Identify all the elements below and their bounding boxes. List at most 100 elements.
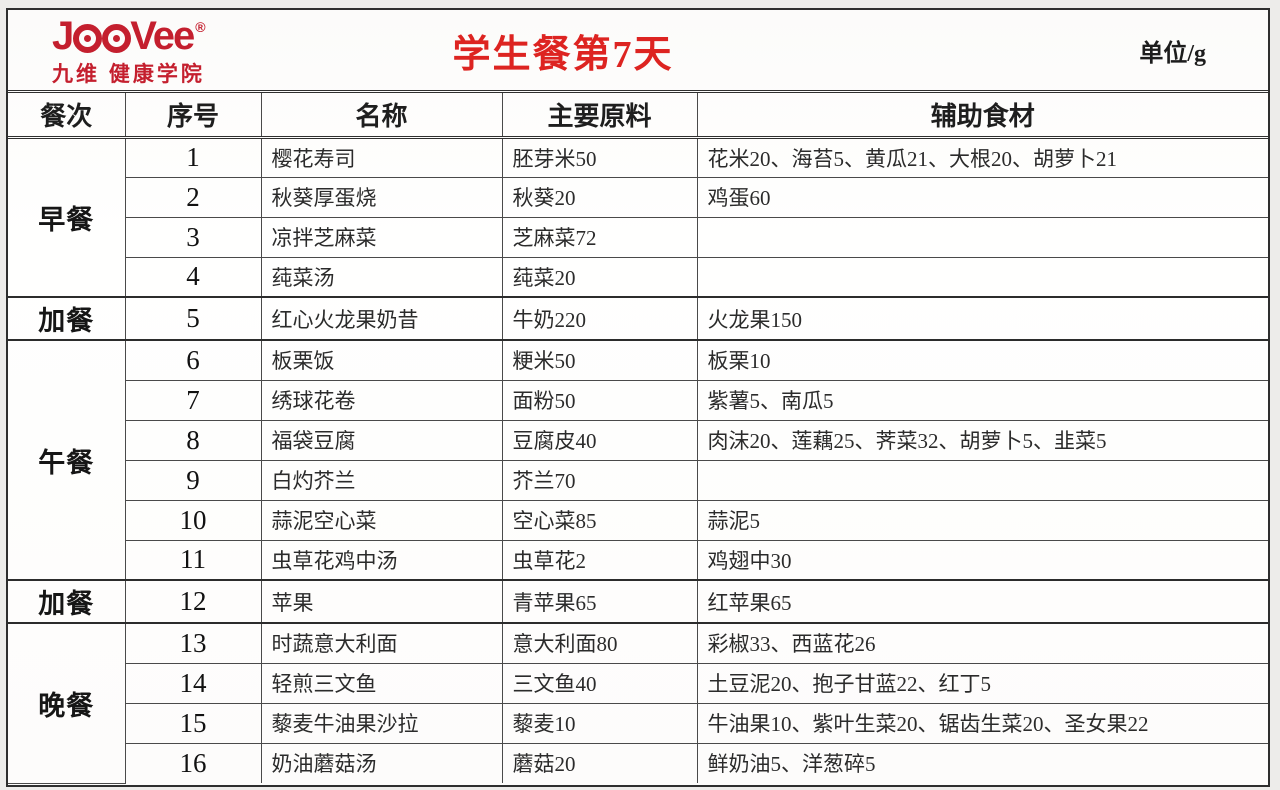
table-row: 早餐 1 樱花寿司 胚芽米50 花米20、海苔5、黄瓜21、大根20、胡萝卜21 [8,136,1268,298]
cell-main: 青苹果65 [501,579,698,624]
cell-name: 时蔬意大利面 [260,622,503,664]
cell-main: 蘑菇20 [501,742,698,783]
table-row: 14 轻煎三文鱼 三文鱼40 土豆泥20、抱子甘蓝22、红丁5 [8,662,1268,704]
cell-aux: 火龙果150 [696,296,1268,341]
cell-aux [696,216,1268,258]
cell-name: 板栗饭 [260,339,503,381]
cell-no: 14 [125,662,262,704]
cell-main: 虫草花2 [501,539,698,581]
meal-label: 早餐 [8,136,126,298]
col-header-meal: 餐次 [8,93,126,139]
cell-aux: 彩椒33、西蓝花26 [696,622,1268,664]
cell-aux: 紫薯5、南瓜5 [696,379,1268,421]
page-title: 学生餐第7天 [452,33,674,76]
cell-main: 芥兰70 [501,459,698,501]
table-row: 7 绣球花卷 面粉50 紫薯5、南瓜5 [8,379,1268,421]
cell-no: 15 [125,702,262,744]
table-row: 15 藜麦牛油果沙拉 藜麦10 牛油果10、紫叶生菜20、锯齿生菜20、圣女果2… [8,702,1268,744]
cell-main: 藜麦10 [501,702,698,744]
cell-aux [696,459,1268,501]
cell-name: 藜麦牛油果沙拉 [260,702,503,744]
cell-name: 奶油蘑菇汤 [260,742,503,783]
cell-no: 2 [125,176,262,218]
col-header-aux: 辅助食材 [696,93,1268,139]
meal-label: 午餐 [8,339,126,581]
logo-o-icon [73,23,103,53]
menu-table: 餐次 序号 名称 主要原料 辅助食材 早餐 1 樱花寿司 胚芽米50 花米20、… [8,93,1268,784]
cell-main: 芝麻菜72 [501,216,698,258]
col-header-main: 主要原料 [501,93,698,139]
cell-main: 豆腐皮40 [501,419,698,461]
title-band: J Vee ® 九维 健康学院 学生餐第7天 单位/g [8,10,1268,93]
cell-no: 5 [124,296,262,341]
cell-no: 10 [125,499,262,541]
document-sheet: J Vee ® 九维 健康学院 学生餐第7天 单位/g 餐次 序号 名称 主要原… [6,8,1270,787]
cell-name: 莼菜汤 [260,256,503,298]
cell-name: 蒜泥空心菜 [260,499,503,541]
table-row: 加餐 5 红心火龙果奶昔 牛奶220 火龙果150 [8,296,1268,341]
cell-aux: 肉沫20、莲藕25、荠菜32、胡萝卜5、韭菜5 [696,419,1268,461]
logo: J Vee ® 九维 健康学院 [52,16,206,88]
cell-main: 面粉50 [501,379,698,421]
cell-no: 12 [124,579,262,624]
cell-name: 福袋豆腐 [260,419,503,461]
table-row: 8 福袋豆腐 豆腐皮40 肉沫20、莲藕25、荠菜32、胡萝卜5、韭菜5 [8,419,1268,461]
table-row: 3 凉拌芝麻菜 芝麻菜72 [8,216,1268,258]
table-row: 2 秋葵厚蛋烧 秋葵20 鸡蛋60 [8,176,1268,218]
cell-aux: 土豆泥20、抱子甘蓝22、红丁5 [696,662,1268,704]
cell-main: 莼菜20 [501,256,698,298]
table-row: 9 白灼芥兰 芥兰70 [8,459,1268,501]
cell-main: 意大利面80 [501,622,698,664]
logo-brand-j: J [52,14,74,58]
cell-aux: 蒜泥5 [696,499,1268,541]
cell-no: 3 [125,216,262,258]
cell-no: 13 [124,622,262,664]
table-row: 10 蒜泥空心菜 空心菜85 蒜泥5 [8,499,1268,541]
cell-name: 虫草花鸡中汤 [260,539,503,581]
table-row: 16 奶油蘑菇汤 蘑菇20 鲜奶油5、洋葱碎5 [8,742,1268,783]
cell-main: 空心菜85 [501,499,698,541]
cell-main: 秋葵20 [501,176,698,218]
meal-label: 加餐 [8,296,126,341]
cell-no: 11 [125,539,262,581]
cell-no: 16 [125,742,262,783]
table-row: 加餐 12 苹果 青苹果65 红苹果65 [8,579,1268,624]
unit-label: 单位/g [1139,40,1206,67]
cell-main: 三文鱼40 [501,662,698,704]
table-row: 4 莼菜汤 莼菜20 [8,256,1268,298]
cell-aux: 红苹果65 [696,579,1268,624]
cell-name: 秋葵厚蛋烧 [260,176,503,218]
cell-no: 1 [124,136,262,178]
cell-aux: 牛油果10、紫叶生菜20、锯齿生菜20、圣女果22 [696,702,1268,744]
meal-label: 晚餐 [8,622,126,784]
table-row: 晚餐 13 时蔬意大利面 意大利面80 彩椒33、西蓝花26 [8,622,1268,784]
cell-aux [696,256,1268,298]
registered-mark-icon: ® [195,19,206,35]
cell-main: 粳米50 [501,339,698,381]
table-row: 午餐 6 板栗饭 粳米50 板栗10 [8,339,1268,581]
cell-aux: 花米20、海苔5、黄瓜21、大根20、胡萝卜21 [696,136,1268,178]
col-header-name: 名称 [260,93,503,139]
cell-name: 凉拌芝麻菜 [260,216,503,258]
cell-name: 樱花寿司 [260,136,503,178]
cell-name: 绣球花卷 [260,379,503,421]
logo-o-icon [102,23,132,53]
cell-name: 轻煎三文鱼 [260,662,503,704]
cell-name: 白灼芥兰 [260,459,503,501]
cell-aux: 鲜奶油5、洋葱碎5 [696,742,1268,783]
cell-no: 6 [124,339,262,381]
cell-name: 苹果 [260,579,503,624]
cell-aux: 鸡翅中30 [696,539,1268,581]
meal-label: 加餐 [8,579,126,624]
logo-subtitle: 九维 健康学院 [52,63,205,86]
cell-aux: 鸡蛋60 [696,176,1268,218]
table-row: 11 虫草花鸡中汤 虫草花2 鸡翅中30 [8,539,1268,581]
cell-no: 7 [125,379,262,421]
cell-no: 8 [125,419,262,461]
logo-brand: J Vee ® [52,16,206,56]
logo-brand-vee: Vee [130,14,195,58]
cell-name: 红心火龙果奶昔 [260,296,503,341]
cell-main: 牛奶220 [501,296,698,341]
cell-no: 4 [125,256,262,298]
header-row: 餐次 序号 名称 主要原料 辅助食材 [8,93,1268,139]
